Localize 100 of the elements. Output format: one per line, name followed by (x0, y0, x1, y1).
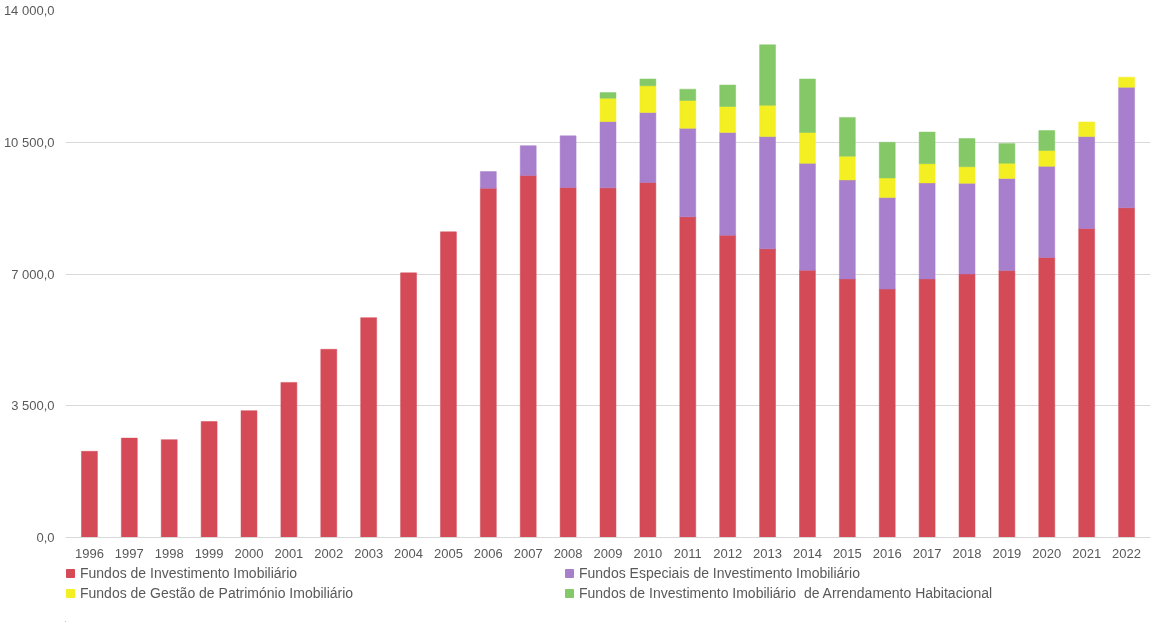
bar (918, 278, 936, 538)
x-tick-label: 2001 (274, 545, 304, 561)
bar (160, 439, 178, 538)
legend-label: Fundos de Gestão de Património Imobiliário (80, 585, 355, 601)
bar (879, 197, 896, 290)
bar (360, 317, 377, 538)
bar (918, 131, 936, 164)
bar (639, 112, 657, 183)
x-tick-label: 1999 (194, 545, 224, 561)
x-tick-label: 2019 (992, 545, 1022, 561)
bar (759, 44, 776, 106)
bar (958, 138, 976, 167)
y-tick-label: 7 000,0 (11, 266, 55, 282)
bar (639, 85, 657, 113)
x-tick-label: 2016 (872, 545, 902, 561)
x-tick-label: 1998 (154, 545, 184, 561)
bar (839, 155, 856, 181)
bar (998, 143, 1016, 164)
x-tick-label: 1997 (114, 545, 144, 561)
bar (799, 163, 816, 271)
x-tick-label: 2012 (713, 545, 743, 561)
bar (1118, 207, 1135, 538)
x-tick-label: 2018 (952, 545, 982, 561)
x-tick-label: 2002 (314, 545, 344, 561)
bar (879, 288, 896, 538)
x-tick-label: 2022 (1112, 545, 1142, 561)
x-tick-label: 2006 (473, 545, 503, 561)
bar (121, 437, 138, 538)
x-tick-label: 2008 (553, 545, 583, 561)
x-tick-label: 2017 (912, 545, 942, 561)
bar (1038, 166, 1056, 258)
x-tick-label: 2003 (354, 545, 384, 561)
bar (998, 178, 1016, 271)
bar (599, 121, 617, 189)
bar (519, 145, 537, 176)
legend-label: Fundos Especiais de Investimento Imobiliário (579, 565, 861, 581)
x-tick-label: 1996 (74, 545, 104, 561)
bar (440, 231, 457, 538)
bar (200, 421, 218, 538)
bar (1118, 76, 1135, 88)
bar (81, 451, 98, 538)
y-tick-label: 0,0 (36, 530, 55, 545)
bar (998, 270, 1016, 538)
x-tick-label: 2014 (792, 545, 822, 561)
legend-label: Fundos de Investimento Imobiliário (80, 565, 299, 581)
x-tick-label: 2020 (1032, 545, 1062, 561)
bar (918, 182, 936, 280)
bar (320, 349, 337, 538)
y-tick-label: 10 500,0 (3, 134, 55, 150)
x-tick-label: 2015 (832, 545, 862, 561)
bar (719, 132, 736, 236)
bar (719, 106, 736, 133)
x-tick-label: 2007 (513, 545, 543, 561)
bar (679, 100, 697, 129)
bar (280, 382, 298, 538)
bar (599, 92, 617, 99)
x-tick-label: 2013 (753, 545, 783, 561)
bar (759, 105, 776, 137)
bar (879, 177, 896, 198)
bar (679, 216, 697, 538)
bar (480, 171, 497, 189)
bar (759, 248, 776, 538)
x-tick-label: 2021 (1072, 545, 1102, 561)
bar (839, 179, 856, 280)
bar (759, 136, 776, 250)
x-tick-label: 2010 (633, 545, 663, 561)
bar (719, 84, 736, 107)
bar (1038, 130, 1056, 151)
bar (958, 273, 976, 538)
bar (799, 78, 816, 133)
bar (639, 78, 657, 87)
bar (918, 163, 936, 184)
bar (240, 410, 258, 538)
bar (519, 175, 537, 538)
legend-label: Fundos de Investimento Imobiliário de Arrendamento Habitacional (579, 585, 994, 601)
bar (679, 88, 697, 101)
bar (719, 234, 736, 538)
bar (1118, 87, 1135, 208)
x-tick-label: 2011 (673, 545, 702, 561)
bar (480, 187, 497, 538)
bar (1038, 150, 1056, 167)
bar (559, 187, 577, 538)
bar (599, 97, 617, 122)
bar (799, 269, 816, 538)
bar (1078, 121, 1095, 137)
x-tick-label: 2009 (593, 545, 623, 561)
bar (559, 135, 577, 188)
bar (1078, 136, 1095, 229)
x-tick-label: 2000 (234, 545, 264, 561)
bar (879, 142, 896, 179)
bar (1078, 228, 1095, 538)
bar (998, 163, 1016, 179)
bar (958, 183, 976, 275)
bar (839, 117, 856, 157)
bar (1038, 257, 1056, 538)
x-tick-label: 2004 (394, 545, 424, 561)
bar (599, 187, 617, 538)
y-tick-label: 14 000,0 (3, 3, 55, 18)
bar (799, 132, 816, 164)
x-tick-label: 2005 (433, 545, 463, 561)
